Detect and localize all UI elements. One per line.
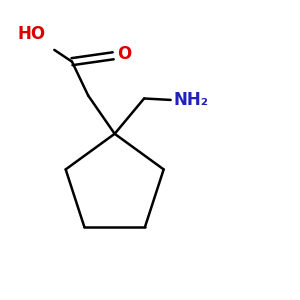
Text: O: O <box>118 45 132 63</box>
Text: HO: HO <box>17 25 46 43</box>
Text: NH₂: NH₂ <box>174 91 208 109</box>
